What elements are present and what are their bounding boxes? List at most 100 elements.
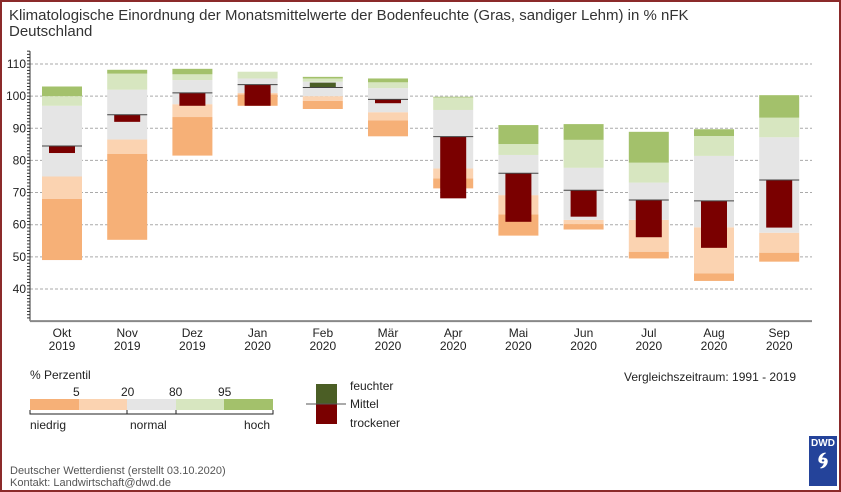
x-tick-label-month: Dez — [181, 326, 204, 340]
current-bar-drier — [766, 180, 793, 228]
band-p80-p95 — [302, 78, 343, 82]
x-tick-label-year: 2020 — [765, 339, 793, 353]
y-tick-label: 40 — [13, 282, 27, 296]
x-tick-label-month: Nov — [116, 326, 138, 340]
band-below-p5 — [107, 153, 148, 240]
legend-mean: Mittel — [350, 397, 379, 411]
y-tick-label: 110 — [7, 57, 26, 71]
current-bar-drier — [440, 136, 467, 199]
band-p80-p95 — [759, 117, 800, 138]
band-below-p5 — [42, 198, 82, 261]
band-p5-p20 — [302, 96, 343, 101]
band-p80-p95 — [694, 135, 734, 156]
y-tick-label: 90 — [13, 121, 27, 135]
x-tick-label-year: 2020 — [700, 339, 728, 353]
band-p80-p95 — [563, 139, 604, 168]
band-p80-p95 — [498, 144, 539, 155]
current-bar-drier — [570, 190, 597, 217]
y-tick-label: 50 — [13, 250, 27, 264]
band-above-p95 — [107, 69, 148, 74]
band-below-p5 — [172, 117, 213, 156]
footer-credit: Deutscher Wetterdienst (erstellt 03.10.2… — [10, 465, 226, 477]
band-above-p95 — [42, 86, 82, 97]
x-tick-label-year: 2020 — [505, 339, 532, 353]
chart-subtitle: Deutschland — [9, 23, 93, 40]
band-below-p5 — [759, 252, 800, 262]
legend-tick-20: 20 — [121, 385, 135, 399]
band-p5-p20 — [563, 219, 604, 225]
y-tick-label: 100 — [6, 89, 26, 103]
x-tick-label-month: Feb — [312, 326, 334, 340]
band-p5-p20 — [42, 176, 82, 199]
legend-wetter: feuchter — [350, 379, 394, 393]
x-tick-label-month: Apr — [443, 326, 463, 340]
band-above-p95 — [368, 78, 408, 83]
band-below-p5 — [628, 251, 669, 259]
band-p5-p20 — [107, 139, 148, 154]
current-bar-drier — [49, 145, 75, 154]
legend-tick-5: 5 — [73, 385, 80, 399]
band-p80-p95 — [368, 82, 408, 89]
x-tick-label-year: 2019 — [48, 339, 76, 353]
band-p20-p80 — [42, 105, 82, 177]
band-p80-p95 — [42, 96, 82, 106]
legend-drier: trockener — [350, 416, 401, 430]
band-below-p5 — [694, 273, 734, 281]
y-tick-label: 80 — [13, 153, 27, 167]
band-above-p95 — [302, 76, 343, 79]
current-bar-wetter — [309, 82, 336, 88]
current-bar-drier — [505, 173, 532, 222]
band-p80-p95 — [628, 162, 669, 183]
dwd-logo: DWD 🌀︎ — [809, 436, 837, 486]
x-tick-label-month: Mär — [377, 326, 399, 340]
band-above-p95 — [628, 131, 669, 163]
x-tick-label-month: Jan — [247, 326, 268, 340]
legend-percentile-title: % Perzentil — [30, 368, 91, 382]
legend-high: hoch — [244, 418, 271, 432]
y-tick-label: 60 — [13, 218, 27, 232]
band-above-p95 — [759, 95, 800, 118]
x-tick-label-month: Sep — [768, 326, 790, 340]
current-bar-drier — [701, 200, 727, 248]
chart-title: Klimatologische Einordnung der Monatsmit… — [9, 8, 689, 40]
band-p5-p20 — [759, 232, 800, 253]
band-p80-p95 — [237, 71, 278, 79]
x-tick-label-year: 2019 — [179, 339, 206, 353]
band-p5-p20 — [368, 112, 408, 121]
legend-low: niedrig — [30, 418, 67, 432]
current-bar-drier — [114, 114, 141, 122]
current-bar-drier — [635, 199, 662, 238]
band-below-p5 — [302, 100, 343, 109]
y-tick-label: 70 — [13, 186, 27, 200]
band-above-p95 — [694, 129, 734, 136]
x-tick-label-year: 2020 — [244, 339, 271, 353]
band-p80-p95 — [107, 73, 148, 90]
x-tick-label-month: Mai — [508, 326, 529, 340]
band-above-p95 — [433, 96, 474, 98]
band-above-p95 — [172, 68, 213, 75]
x-tick-label-month: Aug — [703, 326, 725, 340]
legend-tick-95: 95 — [218, 385, 232, 399]
band-below-p5 — [563, 224, 604, 230]
band-above-p95 — [563, 124, 604, 140]
band-p5-p20 — [172, 104, 213, 118]
dwd-logo-text: DWD — [811, 438, 835, 449]
current-bar-drier — [244, 84, 271, 106]
x-tick-label-month: Okt — [52, 326, 72, 340]
x-tick-label-year: 2020 — [374, 339, 402, 353]
x-tick-label-year: 2020 — [439, 339, 467, 353]
x-tick-label-year: 2020 — [635, 339, 663, 353]
spiral-icon: 🌀︎ — [817, 448, 829, 473]
band-above-p95 — [498, 125, 539, 145]
x-tick-label-month: Jun — [573, 326, 594, 340]
x-tick-label-month: Jul — [641, 326, 657, 340]
current-bar-drier — [375, 99, 401, 104]
comparison-period: Vergleichszeitraum: 1991 - 2019 — [624, 370, 797, 384]
chart: 40 50 60 70 80 90 100 110 — [6, 50, 812, 323]
band-p80-p95 — [433, 97, 474, 110]
band-below-p5 — [368, 120, 408, 137]
legend-normal: normal — [130, 418, 167, 432]
footer-contact: Kontakt: Landwirtschaft@dwd.de — [10, 477, 171, 489]
x-tick-label-year: 2019 — [113, 339, 141, 353]
